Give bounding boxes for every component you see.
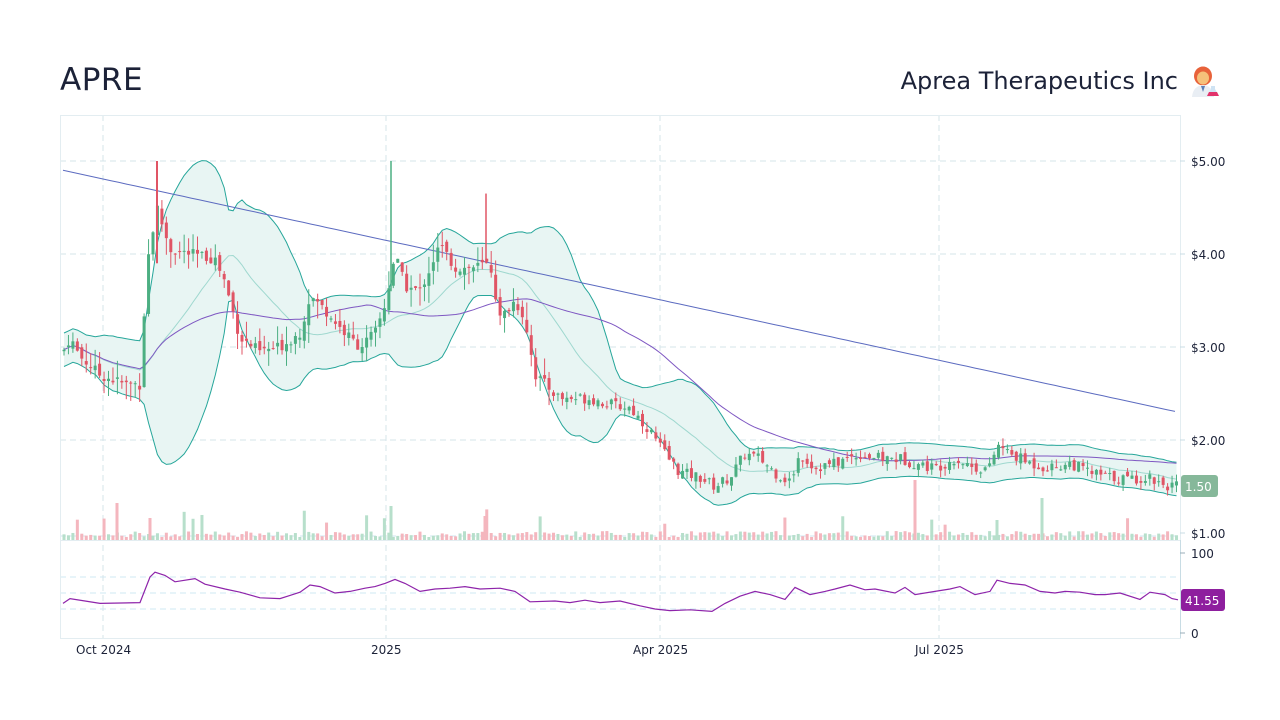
volume-bars [62, 480, 1178, 540]
price-tick: $2.00 [1191, 434, 1225, 448]
time-tick: Apr 2025 [633, 643, 688, 657]
price-tick: $5.00 [1191, 155, 1225, 169]
rsi-axis: 100 0 [1191, 547, 1214, 641]
rsi-last-value: 41.55 [1185, 594, 1219, 608]
rsi-tick: 0 [1191, 627, 1199, 641]
rsi-value-badge: 41.55 [1181, 589, 1225, 611]
ticker-symbol: APRE [60, 62, 144, 98]
bollinger-bands [63, 160, 1177, 506]
last-price-badge: 1.50 [1181, 475, 1218, 497]
company-name: Aprea Therapeutics Inc [900, 67, 1178, 95]
price-tick: $1.00 [1191, 527, 1225, 541]
plot-frame [60, 115, 1185, 639]
rsi-line [62, 571, 1179, 613]
scientist-emoji-icon [1192, 66, 1219, 97]
price-axis: $5.00 $4.00 $3.00 $2.00 $1.00 [1191, 155, 1225, 541]
time-axis: Oct 2024 2025 Apr 2025 Jul 2025 [76, 643, 964, 657]
time-tick: Oct 2024 [76, 643, 131, 657]
rsi-tick: 100 [1191, 547, 1214, 561]
moving-averages [62, 169, 1177, 464]
last-price-value: 1.50 [1185, 480, 1212, 494]
candlesticks [62, 161, 1178, 496]
time-tick: 2025 [371, 643, 402, 657]
price-tick: $3.00 [1191, 341, 1225, 355]
price-tick: $4.00 [1191, 248, 1225, 262]
time-tick: Jul 2025 [914, 643, 964, 657]
